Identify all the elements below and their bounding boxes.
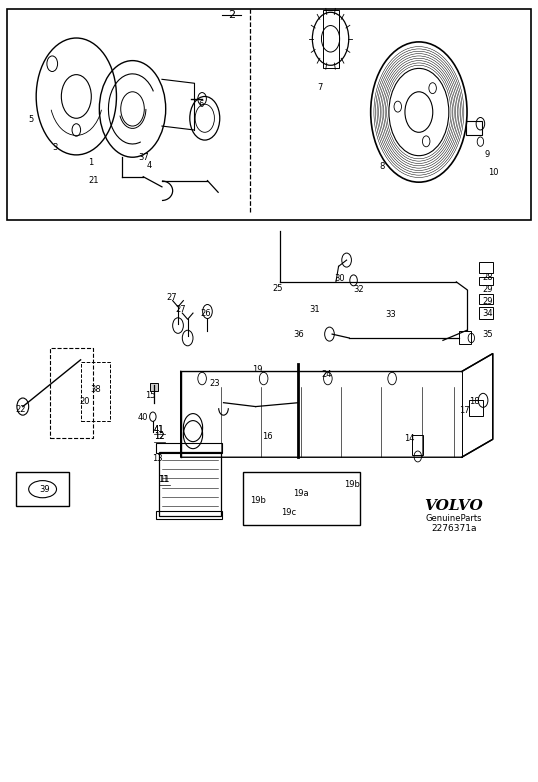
Text: 31: 31 xyxy=(309,305,320,314)
Text: VOLVO: VOLVO xyxy=(424,500,483,513)
Text: 37: 37 xyxy=(138,152,148,162)
Text: 11: 11 xyxy=(158,475,168,484)
Text: 34: 34 xyxy=(482,309,493,317)
Text: 10: 10 xyxy=(489,168,499,178)
Bar xyxy=(49,348,94,438)
Bar xyxy=(155,443,222,454)
Text: 17: 17 xyxy=(459,406,470,415)
Bar xyxy=(159,452,221,515)
Text: 7: 7 xyxy=(317,83,323,91)
Bar xyxy=(466,121,482,135)
Text: 14: 14 xyxy=(404,434,414,443)
Bar xyxy=(469,400,483,416)
Text: 40: 40 xyxy=(138,413,148,422)
Bar xyxy=(479,294,493,303)
Text: 19: 19 xyxy=(252,364,263,374)
Text: 9: 9 xyxy=(484,150,490,160)
Text: 41: 41 xyxy=(154,425,165,434)
Bar xyxy=(479,263,493,274)
Text: 36: 36 xyxy=(293,330,304,339)
Text: GenuineParts: GenuineParts xyxy=(426,514,482,522)
Text: 30: 30 xyxy=(334,274,345,283)
Bar xyxy=(155,511,222,518)
Text: 32: 32 xyxy=(353,285,364,294)
Text: 19c: 19c xyxy=(281,508,296,517)
Text: 25: 25 xyxy=(272,284,282,292)
Text: 19b: 19b xyxy=(344,480,360,489)
Text: 28: 28 xyxy=(482,273,493,282)
Text: 2: 2 xyxy=(228,10,235,20)
Bar xyxy=(7,9,531,220)
Text: 27: 27 xyxy=(176,306,187,314)
Bar xyxy=(243,472,360,525)
Text: 22: 22 xyxy=(16,405,26,414)
Bar xyxy=(413,435,423,455)
Bar xyxy=(16,472,69,506)
Text: 26: 26 xyxy=(201,309,211,317)
Text: 38: 38 xyxy=(91,385,102,394)
Text: 15: 15 xyxy=(145,391,155,400)
Text: 19a: 19a xyxy=(293,490,309,498)
Bar xyxy=(479,307,493,319)
Bar xyxy=(150,383,158,391)
Text: 39: 39 xyxy=(39,486,49,494)
Text: 18: 18 xyxy=(469,397,479,407)
Text: 27: 27 xyxy=(166,293,177,302)
Text: 13: 13 xyxy=(152,454,163,463)
Text: 21: 21 xyxy=(88,176,98,185)
Text: 12: 12 xyxy=(154,432,165,442)
Bar xyxy=(459,331,471,344)
Text: 16: 16 xyxy=(262,432,273,442)
Text: 33: 33 xyxy=(386,310,397,319)
Text: 23: 23 xyxy=(209,378,220,388)
Text: 1: 1 xyxy=(88,158,94,167)
Text: 5: 5 xyxy=(28,115,33,124)
Bar xyxy=(81,362,110,421)
Text: 8: 8 xyxy=(379,162,385,171)
Bar xyxy=(322,10,338,67)
Text: 29: 29 xyxy=(482,297,492,306)
Text: 12: 12 xyxy=(154,432,165,442)
Text: 6: 6 xyxy=(199,100,204,109)
Text: 4: 4 xyxy=(147,160,152,170)
Text: 35: 35 xyxy=(482,330,493,339)
Text: 29: 29 xyxy=(482,285,492,294)
Bar xyxy=(479,278,493,285)
Text: 20: 20 xyxy=(79,397,89,407)
Text: 2276371a: 2276371a xyxy=(431,525,477,533)
Text: 24: 24 xyxy=(321,370,332,379)
Text: 41: 41 xyxy=(154,425,165,434)
Text: 19b: 19b xyxy=(250,496,266,504)
Text: 11: 11 xyxy=(159,475,170,484)
Text: 3: 3 xyxy=(53,143,58,152)
